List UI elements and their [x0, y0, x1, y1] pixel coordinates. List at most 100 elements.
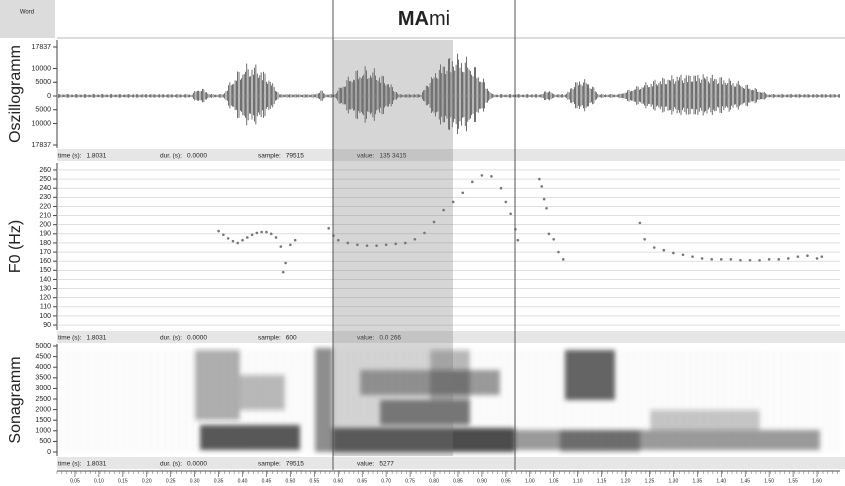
spectral-energy — [315, 348, 333, 452]
f0-point — [226, 237, 230, 240]
axis-label: Sonagramm — [7, 356, 24, 443]
y-tick-label: 210 — [39, 212, 51, 219]
sonagram-image — [59, 348, 838, 452]
status-field: time (s): 1.8031 — [58, 460, 107, 467]
f0-point — [246, 236, 249, 239]
x-tick-label: 0.55 — [309, 478, 319, 484]
f0-point — [241, 238, 244, 242]
x-tick-label: 0.20 — [142, 478, 152, 484]
x-tick-label: 0.45 — [262, 478, 272, 484]
word: MAmi — [398, 8, 450, 30]
f0-point — [509, 212, 512, 216]
word-bold: MA — [398, 8, 429, 30]
f0-point — [442, 208, 445, 212]
word-rest: mi — [429, 8, 450, 30]
status-label: sample: — [258, 152, 281, 159]
y-tick-label: 130 — [39, 285, 51, 292]
f0-point — [643, 237, 646, 241]
f0-point — [561, 258, 565, 261]
x-tick-label: 1.60 — [812, 478, 822, 484]
f0-point — [786, 257, 790, 260]
spectral-energy — [200, 425, 300, 450]
y-tick-label: 17837 — [32, 44, 52, 51]
x-tick-label: 1.05 — [549, 478, 559, 484]
f0-point — [557, 250, 560, 254]
f0-point — [236, 241, 240, 245]
f0-point — [284, 261, 287, 265]
status-bar — [57, 457, 845, 469]
f0-point — [672, 251, 675, 255]
f0-point — [545, 206, 548, 210]
x-tick-label: 1.10 — [573, 478, 583, 484]
y-tick-label: 1500 — [35, 417, 51, 424]
tier-label-box — [0, 0, 55, 38]
status-field: dur. (s): 0.0000 — [160, 460, 207, 467]
f0-point — [748, 258, 752, 262]
f0-point — [222, 233, 225, 237]
f0-point — [815, 257, 819, 260]
y-tick-label: 190 — [39, 231, 51, 238]
x-tick-label: 0.25 — [166, 478, 176, 484]
f0-point — [423, 231, 426, 235]
x-tick-label: 0.30 — [190, 478, 200, 484]
y-tick-label: 17837 — [32, 142, 52, 149]
f0-point — [490, 175, 493, 178]
status-field: sample: 79515 — [258, 460, 304, 467]
y-tick-label: 4500 — [35, 353, 51, 360]
y-tick-label: 0 — [47, 93, 51, 100]
status-field: sample: 600 — [258, 334, 297, 341]
status-label: time (s): — [58, 460, 82, 467]
status-value: 1.8031 — [86, 334, 106, 341]
status-value: 5277 — [379, 460, 394, 467]
f0-point — [516, 238, 520, 242]
status-value: 600 — [286, 334, 297, 341]
x-tick-label: 1.00 — [525, 478, 535, 484]
spectral-energy — [195, 350, 240, 420]
x-tick-label: 0.50 — [286, 478, 296, 484]
f0-point — [710, 258, 713, 261]
f0-point — [758, 258, 761, 262]
status-value: 0.0000 — [187, 460, 207, 467]
status-field: value: 0.0 266 — [357, 334, 401, 341]
f0-point — [375, 244, 378, 247]
f0-point — [413, 237, 417, 241]
f0-point — [356, 243, 359, 247]
y-tick-label: 10000 — [32, 120, 52, 127]
f0-point — [547, 232, 551, 236]
f0-point — [231, 239, 235, 243]
status-field: time (s): 1.8031 — [58, 152, 107, 159]
f0-point — [255, 231, 259, 235]
y-tick-label: 1000 — [35, 428, 51, 435]
f0-point — [289, 243, 292, 247]
f0-point — [638, 221, 642, 225]
f0-point — [691, 255, 694, 258]
f0-point — [480, 174, 484, 177]
status-bar — [57, 331, 845, 343]
status-value: 0.0 266 — [379, 334, 401, 341]
f0-point — [432, 220, 436, 224]
status-label: sample: — [258, 460, 281, 467]
f0-point — [538, 177, 541, 181]
status-value: 79515 — [286, 460, 304, 467]
spectral-energy — [565, 350, 615, 400]
y-tick-label: 2000 — [35, 406, 51, 413]
status-label: sample: — [258, 334, 281, 341]
f0-point — [327, 227, 330, 230]
f0-point — [499, 186, 503, 190]
x-tick-label: 0.70 — [381, 478, 391, 484]
y-tick-label: 260 — [39, 167, 51, 174]
f0-point — [461, 191, 465, 195]
status-label: dur. (s): — [160, 460, 182, 467]
status-value: 1.8031 — [86, 152, 106, 159]
status-value: 135 3415 — [379, 152, 406, 159]
f0-point — [384, 243, 388, 247]
x-tick-label: 0.80 — [429, 478, 439, 484]
y-tick-label: 160 — [39, 258, 51, 265]
status-label: time (s): — [58, 152, 82, 159]
f0-point — [504, 200, 508, 204]
x-tick-label: 0.10 — [94, 478, 104, 484]
y-tick-label: 3000 — [35, 385, 51, 392]
f0-point — [777, 258, 781, 261]
status-field: dur. (s): 0.0000 — [160, 334, 207, 341]
